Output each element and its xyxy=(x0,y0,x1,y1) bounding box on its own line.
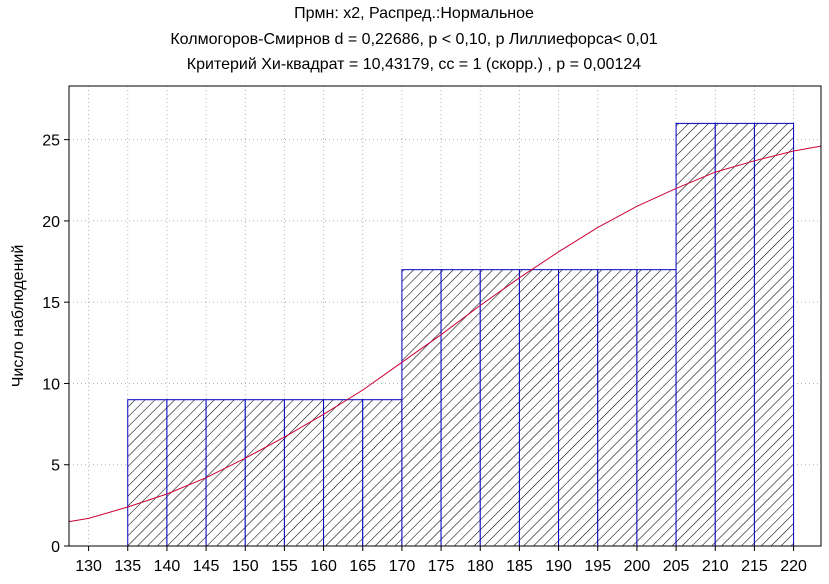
histogram-bar xyxy=(479,269,520,547)
x-tick-label: 130 xyxy=(75,558,102,575)
histogram-bar xyxy=(283,399,325,547)
x-tick-label: 220 xyxy=(780,558,807,575)
x-tick-label: 180 xyxy=(467,558,494,575)
x-tick-label: 190 xyxy=(545,558,572,575)
x-tick-label: 165 xyxy=(349,558,376,575)
histogram-bar xyxy=(127,399,168,547)
normal-fit-curve-group xyxy=(69,145,821,523)
plot-area-frame xyxy=(68,85,822,547)
histogram-bar xyxy=(166,399,207,547)
histogram-bar xyxy=(518,269,560,547)
histogram-bar xyxy=(323,399,364,547)
x-tick-label: 200 xyxy=(624,558,651,575)
histogram-bar xyxy=(244,399,285,547)
chart-title-line-1: Прмн: x2, Распред.:Нормальное xyxy=(294,5,534,22)
histogram-bar xyxy=(597,269,638,547)
histogram-bar xyxy=(558,269,599,547)
x-axis-ticks: 130 135 140 145 150 155 160 165 170 175 180 185 190 1… xyxy=(75,546,807,575)
normal-fit-curve xyxy=(69,145,821,523)
chart-title-line-3: Критерий Хи-квадрат = 10,43179, cc = 1 (… xyxy=(187,56,642,73)
x-tick-label: 185 xyxy=(506,558,533,575)
y-tick-label: 25 xyxy=(42,133,60,150)
y-axis-ticks: 0 5 10 15 20 25 xyxy=(42,133,69,556)
x-tick-label: 150 xyxy=(232,558,259,575)
x-tick-label: 210 xyxy=(702,558,729,575)
x-tick-label: 195 xyxy=(584,558,611,575)
y-tick-label: 20 xyxy=(42,214,60,231)
y-tick-label: 15 xyxy=(42,295,60,312)
x-tick-label: 205 xyxy=(663,558,690,575)
chart-title-line-2: Колмогоров-Смирнов d = 0,22686, p < 0,10… xyxy=(170,31,657,48)
y-axis-label: Число наблюдений xyxy=(10,245,27,388)
y-tick-label: 5 xyxy=(51,458,60,475)
x-tick-label: 215 xyxy=(741,558,768,575)
y-tick-label: 0 xyxy=(51,539,60,556)
histogram-bar xyxy=(205,399,246,547)
histogram-bar xyxy=(440,269,481,547)
histogram-bar xyxy=(362,399,403,547)
histogram-bar xyxy=(675,122,716,547)
x-tick-label: 135 xyxy=(114,558,141,575)
x-tick-label: 140 xyxy=(154,558,181,575)
x-tick-label: 170 xyxy=(389,558,416,575)
x-tick-label: 175 xyxy=(428,558,455,575)
histogram-bar xyxy=(753,122,795,547)
histogram-bars xyxy=(127,122,795,547)
y-tick-label: 10 xyxy=(42,376,60,393)
histogram-bar xyxy=(401,269,442,547)
histogram-bar xyxy=(714,122,755,547)
x-tick-label: 145 xyxy=(193,558,220,575)
histogram-bar xyxy=(636,269,677,547)
x-tick-label: 160 xyxy=(310,558,337,575)
chart-title: Прмн: x2, Распред.:Нормальное Колмогоров… xyxy=(170,5,657,73)
x-tick-label: 155 xyxy=(271,558,298,575)
